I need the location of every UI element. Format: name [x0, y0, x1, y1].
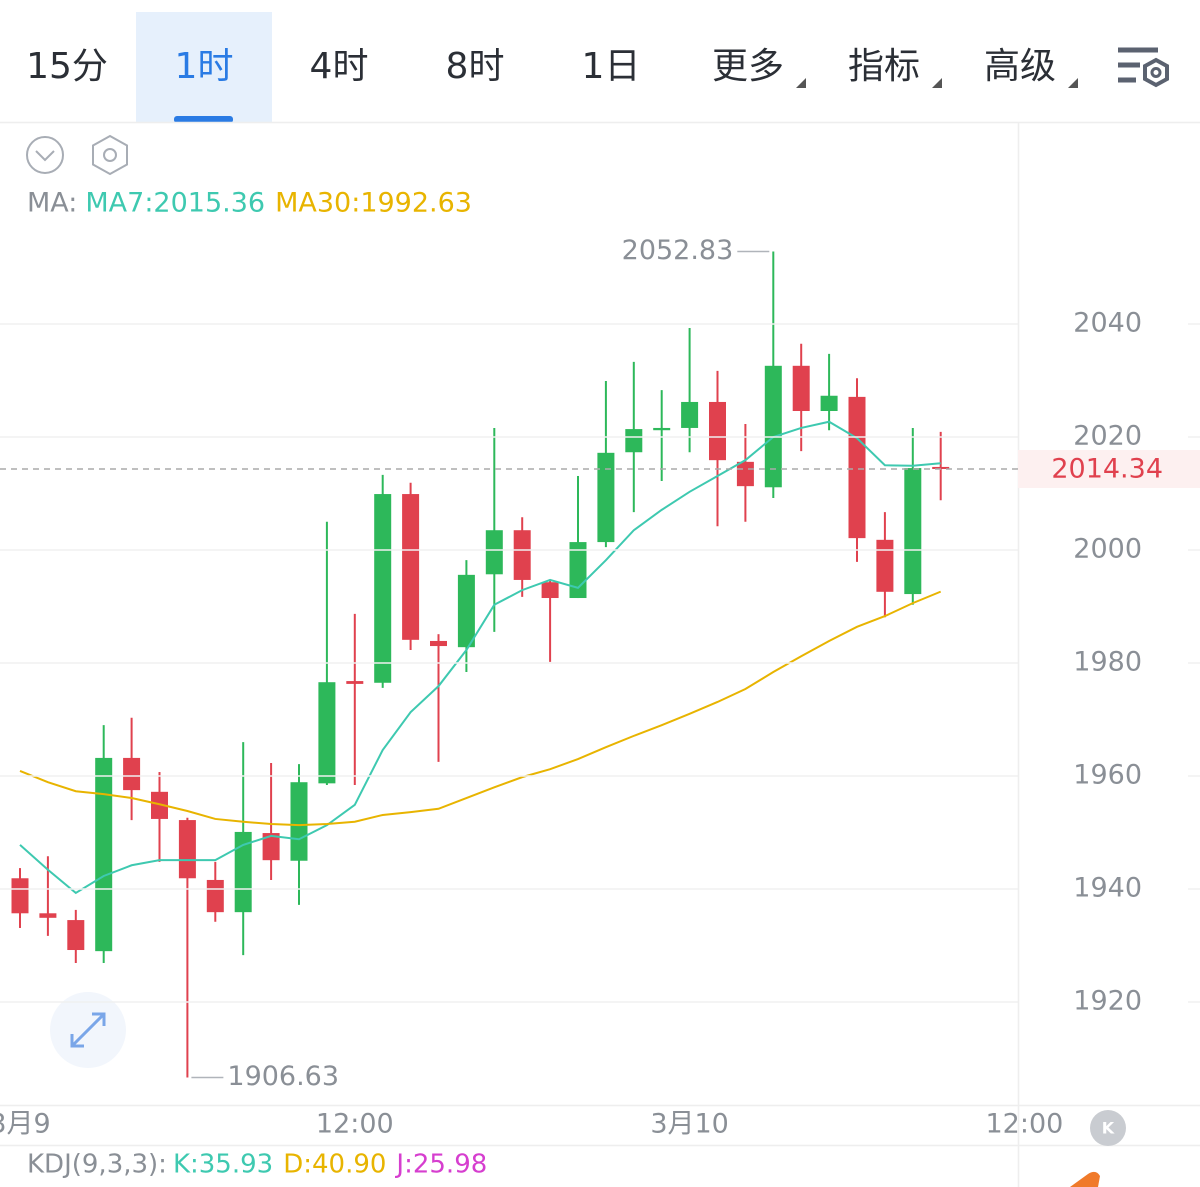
expand-icon[interactable]: [50, 992, 126, 1068]
timeframe-tab[interactable]: 1日: [582, 46, 641, 87]
x-tick-label: 12:00: [985, 1109, 1063, 1140]
min-label: 1906.63: [227, 1061, 339, 1092]
x-tick-label: 3月10: [650, 1109, 729, 1140]
candle-body: [430, 640, 447, 647]
ma-line: [19, 420, 941, 895]
candle-body: [402, 494, 420, 640]
candle-body: [764, 365, 782, 488]
candle-body: [234, 831, 252, 913]
y-tick-label: 1960: [1073, 759, 1142, 790]
candle-body: [876, 539, 894, 592]
collapse-icon[interactable]: [26, 136, 64, 174]
candle-body: [820, 395, 838, 412]
candle-body: [904, 468, 922, 595]
selected-tab-indicator: [174, 116, 233, 123]
ma-legend-item: MA7:2015.36: [85, 188, 265, 219]
ma-line: [19, 590, 942, 827]
candle-body: [39, 913, 57, 918]
candle-body: [485, 530, 503, 575]
y-tick-label: 1940: [1073, 872, 1142, 903]
y-tick-label: 2040: [1073, 307, 1142, 338]
candle-body: [318, 682, 336, 784]
candle-body: [792, 365, 810, 412]
candle-body: [346, 681, 364, 684]
candle-body: [262, 833, 280, 861]
candle-body: [206, 879, 224, 913]
dropdown-caret: [932, 78, 942, 88]
indicator-item: D:40.90: [283, 1150, 386, 1180]
scroll-to-latest-icon[interactable]: K: [1090, 1110, 1126, 1146]
ma-legend-prefix: MA:: [27, 188, 77, 219]
candle-body: [736, 461, 754, 487]
candle-body: [625, 429, 643, 453]
dropdown-caret: [1068, 78, 1078, 88]
candle-body: [374, 494, 392, 683]
candle-body: [597, 452, 615, 543]
last-price-bg: [1018, 449, 1200, 488]
settings-icon[interactable]: [1118, 47, 1169, 88]
hexagon-icon[interactable]: [92, 134, 128, 176]
floating-button-edge[interactable]: [1070, 1171, 1100, 1187]
candle-body: [653, 427, 671, 431]
selected-tab-bg: [136, 12, 272, 122]
candle-body: [513, 530, 531, 580]
candle-body: [290, 782, 308, 861]
timeframe-tab[interactable]: 指标: [848, 46, 920, 87]
candle-body: [95, 757, 113, 952]
x-tick-label: 3月9: [0, 1109, 51, 1140]
candle-body: [681, 401, 699, 428]
candle-body: [541, 582, 559, 599]
x-tick-label: 12:00: [316, 1109, 394, 1140]
timeframe-tab[interactable]: 8时: [446, 46, 505, 87]
candle-body: [11, 878, 29, 914]
candle-body: [151, 791, 168, 819]
candle-body: [932, 466, 950, 469]
y-tick-label: 1980: [1073, 646, 1142, 677]
timeframe-tab[interactable]: 4时: [310, 46, 369, 87]
indicator-item: J:25.98: [394, 1150, 487, 1180]
timeframe-tab[interactable]: 1时: [175, 46, 234, 87]
timeframe-tab[interactable]: 15分: [26, 46, 108, 87]
candle-body: [709, 401, 726, 461]
candle-body: [848, 396, 866, 539]
candle-body: [123, 757, 141, 791]
candle-body: [178, 820, 196, 879]
candle-body: [67, 920, 85, 951]
max-label: 2052.83: [622, 235, 734, 266]
dropdown-caret: [796, 78, 806, 88]
y-tick-label: 2020: [1073, 420, 1142, 451]
y-tick-label: 2000: [1073, 533, 1142, 564]
timeframe-tab[interactable]: 更多: [712, 46, 784, 87]
svg-text:K: K: [1102, 1119, 1115, 1138]
y-tick-label: 1920: [1073, 985, 1142, 1016]
plot-area: [11, 251, 950, 1078]
indicator-prefix: KDJ(9,3,3):: [27, 1150, 167, 1180]
ma-legend-item: MA30:1992.63: [275, 188, 472, 219]
candle-body: [457, 574, 475, 648]
last-price-label: 2014.34: [1051, 453, 1163, 484]
indicator-item: K:35.93: [173, 1150, 273, 1180]
timeframe-tab[interactable]: 高级: [984, 46, 1056, 87]
